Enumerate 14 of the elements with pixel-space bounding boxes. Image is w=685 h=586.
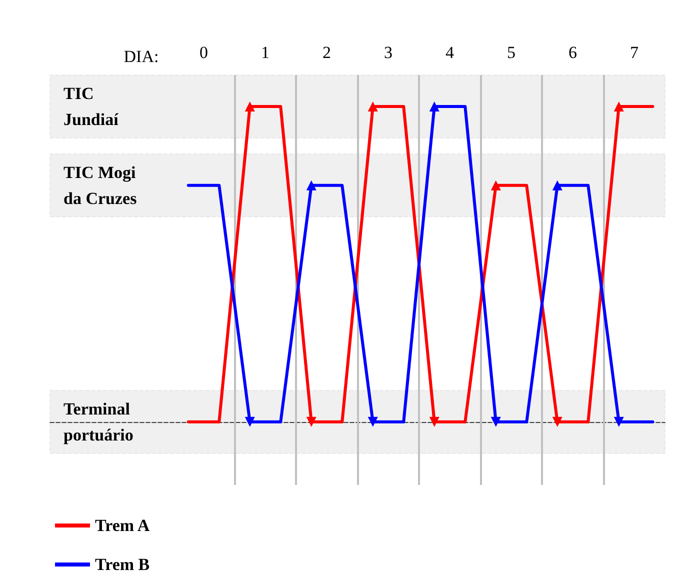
legend-label: Trem A [95, 516, 150, 535]
x-tick-label: 4 [446, 43, 454, 62]
x-tick-label: 6 [568, 43, 577, 62]
x-tick-label: 5 [507, 43, 516, 62]
band-label: TIC Mogi da Cruzes [64, 162, 138, 208]
band-label: Terminal portuário [64, 399, 134, 444]
x-axis-title: DIA: [124, 47, 159, 66]
x-tick-label: 2 [322, 43, 331, 62]
x-tick-label: 1 [261, 43, 270, 62]
x-tick-label: 3 [384, 43, 392, 62]
legend-label: Trem B [95, 555, 150, 574]
x-tick-label: 7 [630, 43, 639, 62]
band-label: TIC Jundiaí [64, 84, 119, 130]
x-tick-label: 0 [200, 43, 208, 62]
